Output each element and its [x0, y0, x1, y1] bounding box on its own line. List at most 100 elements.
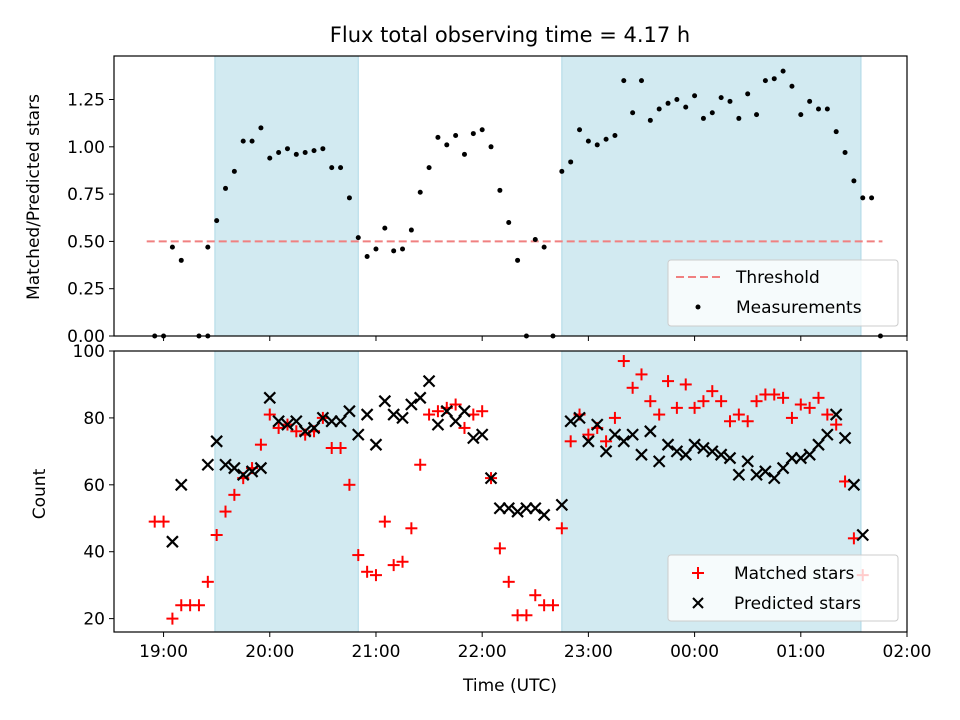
measurement-point [346, 195, 352, 201]
measurement-point [638, 78, 644, 84]
matched-star-point [794, 398, 807, 411]
matched-star-point [476, 405, 489, 418]
matched-star-point [741, 415, 754, 428]
matched-star-point [803, 401, 816, 414]
top-y-tick-label: 0.50 [67, 232, 105, 252]
matched-star-point [201, 575, 214, 588]
predicted-star-point [290, 414, 303, 428]
x-tick-label: 21:00 [351, 642, 400, 662]
matched-star-point [396, 555, 409, 568]
matched-star-point [777, 391, 790, 404]
measurement-point [223, 185, 229, 191]
predicted-star-point [573, 411, 586, 425]
matched-star-point [644, 395, 657, 408]
shaded-interval-top-0 [214, 55, 359, 337]
measurement-point [497, 187, 503, 193]
measurement-point [506, 219, 512, 225]
predicted-star-point [174, 478, 188, 492]
measurement-point [444, 142, 450, 148]
measurement-point [311, 148, 317, 154]
measurement-point [647, 117, 653, 123]
measurement-point [169, 244, 175, 250]
measurement-point [665, 100, 671, 106]
bottom-y-tick-label: 20 [83, 610, 105, 630]
measurement-point [630, 110, 636, 116]
bottom-axes-frame [113, 350, 908, 633]
matched-star-point [378, 515, 391, 528]
matched-star-point [529, 589, 542, 602]
measurement-point [762, 78, 768, 84]
measurement-point [754, 112, 760, 118]
predicted-star-point [714, 448, 728, 461]
predicted-legend-label: Predicted stars [734, 594, 861, 614]
predicted-star-point [829, 408, 843, 421]
measurement-point [382, 225, 388, 231]
bottom-legend-box [667, 554, 899, 622]
bottom-y-axis-label: Count [30, 468, 50, 519]
measurement-point [815, 106, 821, 112]
matched-star-point [821, 408, 834, 421]
matched-star-point [662, 375, 675, 388]
matched-star-point [219, 505, 232, 518]
matched-star-point [600, 435, 613, 448]
predicted-star-point [529, 501, 542, 515]
predicted-star-point [812, 438, 825, 451]
predicted-star-point [387, 408, 400, 421]
matched-star-point [706, 385, 719, 398]
predicted-star-point [776, 461, 790, 475]
matched-star-point [458, 421, 471, 434]
x-tick-label: 01:00 [776, 642, 825, 662]
measurement-point [718, 95, 724, 101]
x-tick-label: 19:00 [139, 642, 188, 662]
predicted-star-point [856, 528, 870, 542]
matched-star-point [290, 425, 303, 438]
predicted-star-point [626, 428, 639, 441]
predicted-star-point [537, 508, 551, 522]
matched-star-point [343, 478, 356, 491]
measurement-point [408, 227, 414, 233]
measurement-point [656, 106, 662, 112]
predicted-star-point [281, 418, 294, 431]
bottom-y-tick-label: 80 [83, 409, 105, 429]
bottom-y-tick-label: 100 [73, 342, 105, 362]
matched-star-point [520, 609, 533, 622]
predicted-star-point [688, 438, 701, 451]
predicted-star-point [661, 438, 675, 451]
matched-star-point [723, 415, 736, 428]
matched-star-point [387, 559, 400, 572]
matched-star-point [546, 599, 559, 612]
matched-legend-swatch [692, 567, 704, 579]
matched-star-point [166, 612, 179, 625]
predicted-star-point [378, 394, 392, 408]
measurement-point [807, 98, 813, 104]
predicted-star-point [484, 471, 498, 485]
measurement-point [780, 68, 786, 74]
matched-star-point [715, 395, 728, 408]
measurement-point [771, 76, 777, 82]
matched-star-point [617, 355, 630, 368]
measurement-point [373, 246, 379, 252]
measurement-point [293, 151, 299, 157]
predicted-star-point [272, 414, 285, 428]
measurement-point [320, 146, 326, 152]
measurement-point [178, 257, 184, 263]
measurement-point [276, 149, 282, 155]
predicted-star-point [334, 414, 347, 428]
measurement-point [674, 97, 680, 103]
matched-star-point [414, 458, 427, 471]
matched-star-point [431, 405, 444, 418]
matched-star-point [555, 522, 568, 535]
matched-star-point [626, 381, 639, 394]
matched-star-point [812, 391, 825, 404]
predicted-star-point [396, 411, 409, 425]
measurement-point [577, 127, 583, 133]
predicted-star-point [511, 505, 524, 518]
bottom-y-tick-label: 40 [83, 543, 105, 563]
predicted-star-point [219, 458, 232, 472]
threshold-legend-label: Threshold [735, 268, 820, 288]
predicted-star-point [732, 468, 746, 482]
matched-star-point [157, 515, 170, 528]
predicted-star-point [590, 418, 604, 431]
measurement-point [700, 115, 706, 121]
